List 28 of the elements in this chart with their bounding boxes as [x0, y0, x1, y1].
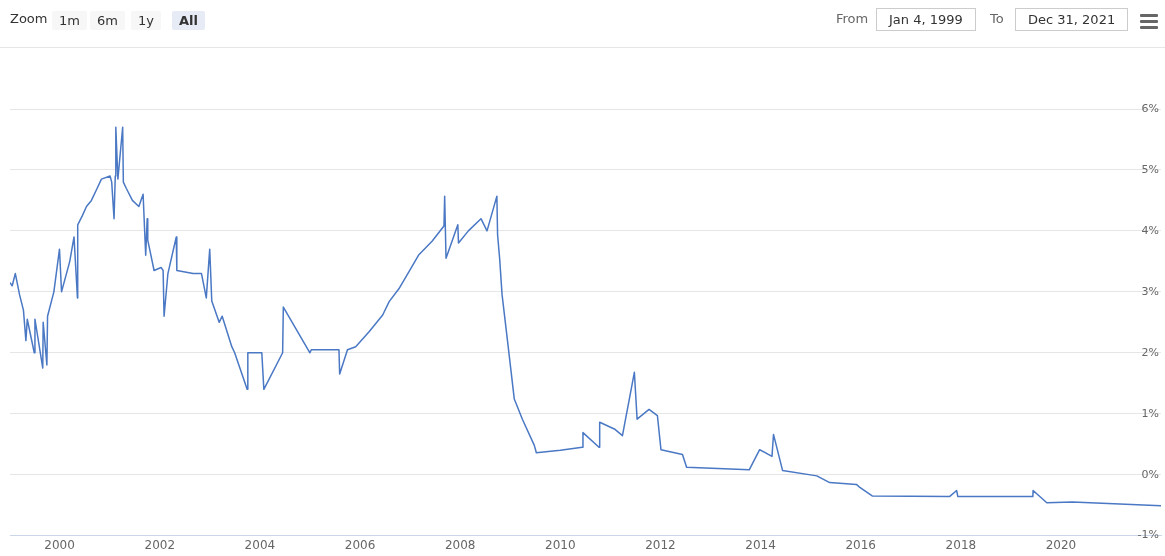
- text: Zoom: [10, 11, 48, 26]
- text: 1y: [131, 11, 161, 30]
- x-tick-label: 2020: [1045, 537, 1077, 552]
- y-tick-label: 3%: [1141, 284, 1159, 298]
- y-tick-label: -1%: [1137, 528, 1159, 542]
- y-tick-label: 4%: [1141, 223, 1159, 237]
- y-tick-label: 2%: [1141, 345, 1159, 359]
- text: 1m: [52, 11, 87, 30]
- x-tick-label: 2002: [144, 537, 176, 552]
- x-tick-label: 2000: [44, 537, 75, 552]
- text: Dec 31, 2021: [1015, 8, 1129, 31]
- y-tick-label: 6%: [1141, 101, 1159, 115]
- text: To: [990, 11, 1004, 26]
- x-tick-label: 2014: [745, 537, 776, 552]
- y-tick-label: 5%: [1141, 162, 1159, 176]
- x-tick-label: 2012: [645, 537, 676, 552]
- x-tick-label: 2006: [344, 537, 376, 552]
- y-tick-label: 1%: [1141, 406, 1159, 420]
- x-tick-label: 2018: [945, 537, 977, 552]
- x-tick-label: 2010: [545, 537, 576, 552]
- x-tick-label: 2016: [845, 537, 876, 552]
- text: 6m: [90, 11, 125, 30]
- text: From: [836, 11, 869, 26]
- y-tick-label: 0%: [1141, 467, 1159, 481]
- text: Jan 4, 1999: [876, 8, 976, 31]
- text: All: [172, 11, 205, 30]
- x-tick-label: 2004: [244, 537, 276, 552]
- x-tick-label: 2008: [444, 537, 476, 552]
